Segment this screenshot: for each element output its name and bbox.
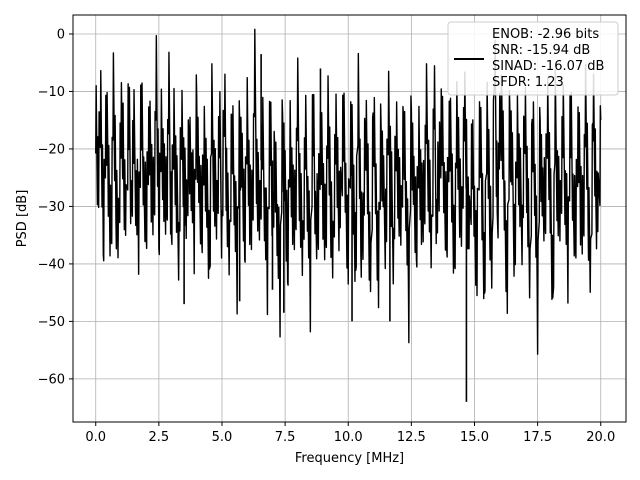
y-tick-label: −50 — [38, 315, 65, 330]
legend-snr: SNR: -15.94 dB — [492, 43, 590, 58]
x-tick-label: 10.0 — [334, 430, 363, 445]
y-tick-label: 0 — [57, 27, 65, 42]
x-tick-label: 5.0 — [212, 430, 233, 445]
legend-sinad: SINAD: -16.07 dB — [492, 59, 604, 74]
x-tick-label: 17.5 — [523, 430, 552, 445]
plot-frame — [72, 14, 627, 423]
series-layer — [95, 28, 602, 402]
x-tick-label: 0.0 — [85, 430, 106, 445]
x-tick-label: 12.5 — [397, 430, 426, 445]
x-tick-label: 7.5 — [275, 430, 296, 445]
y-tick-label: −20 — [38, 142, 65, 157]
x-axis-label: Frequency [MHz] — [295, 451, 404, 466]
legend: ENOB: -2.96 bits SNR: -15.94 dB SINAD: -… — [447, 21, 619, 96]
y-axis-label: PSD [dB] — [15, 190, 30, 248]
legend-enob: ENOB: -2.96 bits — [492, 27, 599, 42]
x-tick-label: 15.0 — [460, 430, 489, 445]
legend-box — [447, 21, 619, 96]
legend-sfdr: SFDR: 1.23 — [492, 75, 564, 90]
y-tick-label: −60 — [38, 372, 65, 387]
y-tick-label: −40 — [38, 257, 65, 272]
y-axis: 0 −10 −20 −30 −40 −50 −60 — [38, 27, 73, 387]
x-tick-label: 20.0 — [586, 430, 615, 445]
psd-series-line — [95, 28, 602, 355]
y-tick-label: −10 — [38, 85, 65, 100]
x-axis: 0.0 2.5 5.0 7.5 10.0 12.5 15.0 17.5 20.0 — [85, 422, 615, 445]
y-tick-label: −30 — [38, 200, 65, 215]
x-tick-label: 2.5 — [149, 430, 170, 445]
